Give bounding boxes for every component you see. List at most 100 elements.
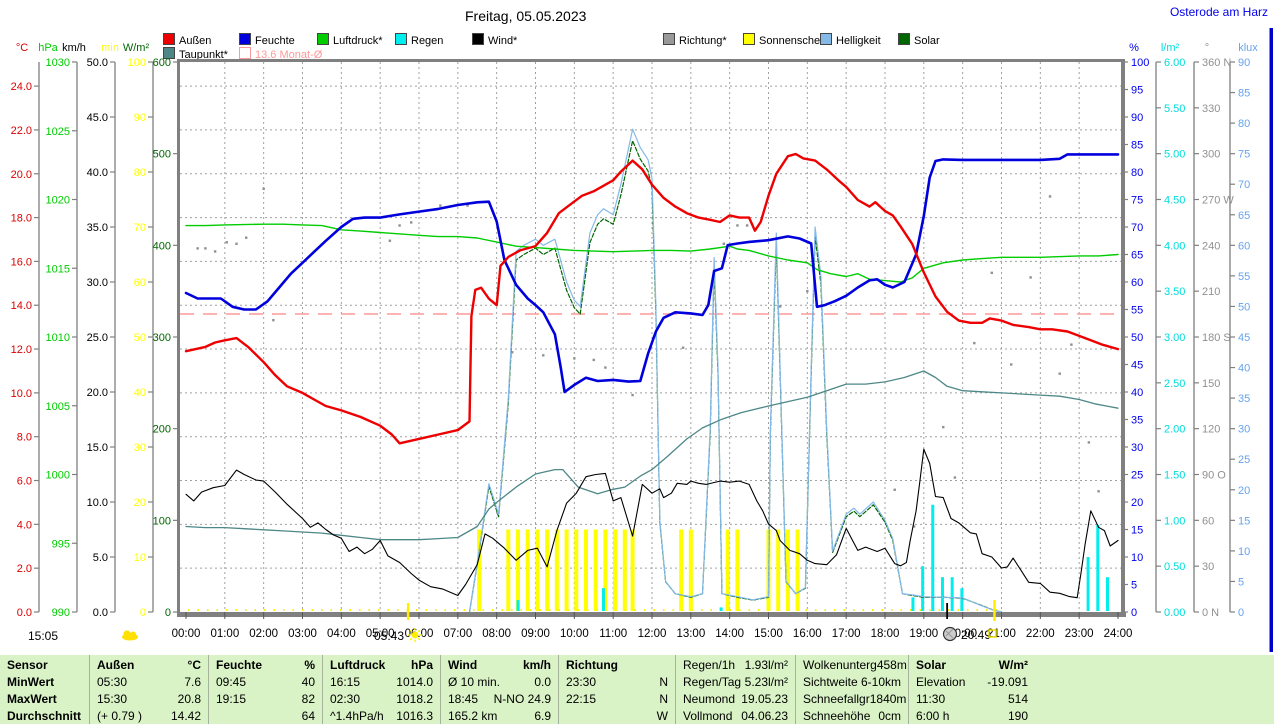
wind-direction-dot (1029, 276, 1032, 279)
legend-item-auen[interactable]: Außen (163, 33, 211, 47)
cell-label: Regen/1h (683, 658, 736, 672)
axis-tick-label: 6.00 (1164, 57, 1185, 69)
rain-bar (940, 577, 944, 611)
sunshine-bar (735, 529, 740, 611)
sunshine-cloud-icon (122, 630, 138, 641)
hour-label: 04:00 (327, 628, 356, 640)
axis-tick-label: 15 (1131, 525, 1143, 537)
axis-tick-label: 60 (1131, 277, 1143, 289)
cell-label: 6:00 h (916, 709, 950, 723)
hour-label: 22:00 (1026, 628, 1055, 640)
legend-item-solar[interactable]: Solar (898, 33, 940, 47)
table-cell: W (566, 708, 668, 724)
wind-direction-dot (973, 341, 976, 345)
right-border-accent (1269, 28, 1273, 652)
cell-value: W/m² (998, 658, 1028, 672)
legend-swatch-icon (163, 33, 175, 45)
axis-tick-label: 330 (1202, 103, 1220, 115)
axis-tick-label: 3.00 (1164, 332, 1185, 344)
table-cell: Wolkenunterg 458m (803, 657, 907, 674)
legend-swatch-icon (317, 33, 329, 45)
wind-direction-dot (510, 351, 514, 354)
cell-label: 16:15 (330, 675, 361, 689)
table-cell: Außen °C (97, 657, 201, 674)
table-cell: Schneefallgr 1840m (803, 691, 906, 708)
cell-value: 5.23l/m² (744, 675, 788, 689)
cell-label: 18:45 (448, 692, 479, 706)
axis-tick-label: 15 (1238, 515, 1250, 527)
hour-label: 14:00 (715, 628, 744, 640)
cell-value: 40 (301, 675, 315, 689)
wind-direction-dot (542, 354, 545, 357)
table-cell: Schneehöhe 0cm (803, 708, 901, 724)
cell-value: N-NO 24.9 (493, 692, 551, 706)
table-column-0: Außen °C 05:30 7.6 15:30 20.8 (+ 0.79 ) 14.42 (89, 655, 208, 724)
cell-value: 6.9 (534, 709, 551, 723)
cell-value: hPa (410, 658, 433, 672)
legend-item-taupunkt[interactable]: Taupunkt* (163, 47, 228, 61)
axis-tick-label: 4.50 (1164, 195, 1185, 207)
legend-label: Solar (914, 35, 940, 47)
axis-tick-label: 24.0 (11, 81, 32, 93)
station-link[interactable]: Osterode am Harz (1169, 5, 1268, 19)
wind-direction-dot (262, 187, 265, 191)
legend-swatch-icon (663, 33, 675, 45)
axis-tick-label: 1005 (46, 401, 70, 413)
cell-label: 11:30 (916, 692, 946, 706)
axis-tick-label: 75 (1131, 195, 1143, 207)
legend-item-feuchte[interactable]: Feuchte (239, 33, 295, 47)
table-cell: Elevation -19.091 (916, 674, 1028, 691)
cell-label: Vollmond (683, 709, 733, 723)
axis-tick-label: 3.50 (1164, 286, 1185, 298)
table-column-2: Luftdruck hPa 16:15 1014.0 02:30 1018.2 ^1.4hP… (322, 655, 440, 724)
axis-tick-label: 30 (134, 442, 146, 454)
axis-tick-label: 180 S (1202, 332, 1231, 344)
axis-tick-label: 35.0 (87, 222, 108, 234)
axis-tick-label: 90 (1238, 57, 1250, 69)
axis-tick-label: 60 (134, 277, 146, 289)
cell-label: ^1.4hPa/h (330, 709, 384, 723)
wind-direction-dot (592, 358, 595, 362)
wind-direction-dot (893, 488, 896, 491)
axis-tick-label: 30 (1202, 561, 1214, 573)
axis-tick-label: 70 (1131, 222, 1143, 234)
axis-tick-label: 0 N (1202, 607, 1219, 619)
table-cell: Neumond 19.05.23 (683, 691, 788, 708)
legend-item-richtung[interactable]: Richtung* (663, 33, 727, 47)
axis-tick-label: 50 (1131, 332, 1143, 344)
axis-tick-label: 45 (1131, 360, 1143, 372)
axis-tick-label: 35 (1131, 415, 1143, 427)
cell-value: N (659, 692, 668, 706)
stats-table: Sensor MinWert MaxWert Durchschnitt Außen °C 0… (0, 655, 1274, 724)
table-cell: 11:30 514 (916, 691, 1028, 708)
wind-direction-dot (722, 242, 726, 246)
wind-direction-dot (439, 204, 442, 207)
row-header: MaxWert (7, 691, 82, 708)
axis-tick-label: 30 (1238, 424, 1250, 436)
cell-label: Elevation (916, 675, 966, 689)
legend-item-helligkeit[interactable]: Helligkeit (820, 33, 881, 47)
axis-tick-label: 10.0 (11, 388, 32, 400)
cell-value: 1018.2 (396, 692, 433, 706)
legend-item-wind[interactable]: Wind* (472, 33, 517, 47)
table-cell: ^1.4hPa/h 1016.3 (330, 708, 433, 724)
axis-header-right-2: ° (1205, 42, 1209, 54)
legend-label: Feuchte (255, 35, 295, 47)
axis-tick-label: 210 (1202, 286, 1220, 298)
rain-bar (601, 588, 605, 611)
legend-item-136monat[interactable]: 13.6 Monat-Ø (239, 47, 322, 61)
axis-tick-label: 90 O (1202, 470, 1226, 482)
sunshine-bar (564, 529, 569, 611)
axis-tick-label: 45 (1238, 332, 1250, 344)
axis-tick-label: 18.0 (11, 213, 32, 225)
legend-item-luftdruck[interactable]: Luftdruck* (317, 33, 383, 47)
axis-tick-label: 65 (1131, 250, 1143, 262)
series-auen (184, 152, 1120, 445)
hour-label: 12:00 (638, 628, 667, 640)
table-cell: 18:45 N-NO 24.9 (448, 691, 551, 708)
sunshine-bar (477, 529, 482, 611)
legend-label: Richtung* (679, 35, 727, 47)
legend-item-sonnenschein[interactable]: Sonnenschein (743, 33, 829, 47)
legend-swatch-icon (472, 33, 484, 45)
legend-item-regen[interactable]: Regen (395, 33, 443, 47)
